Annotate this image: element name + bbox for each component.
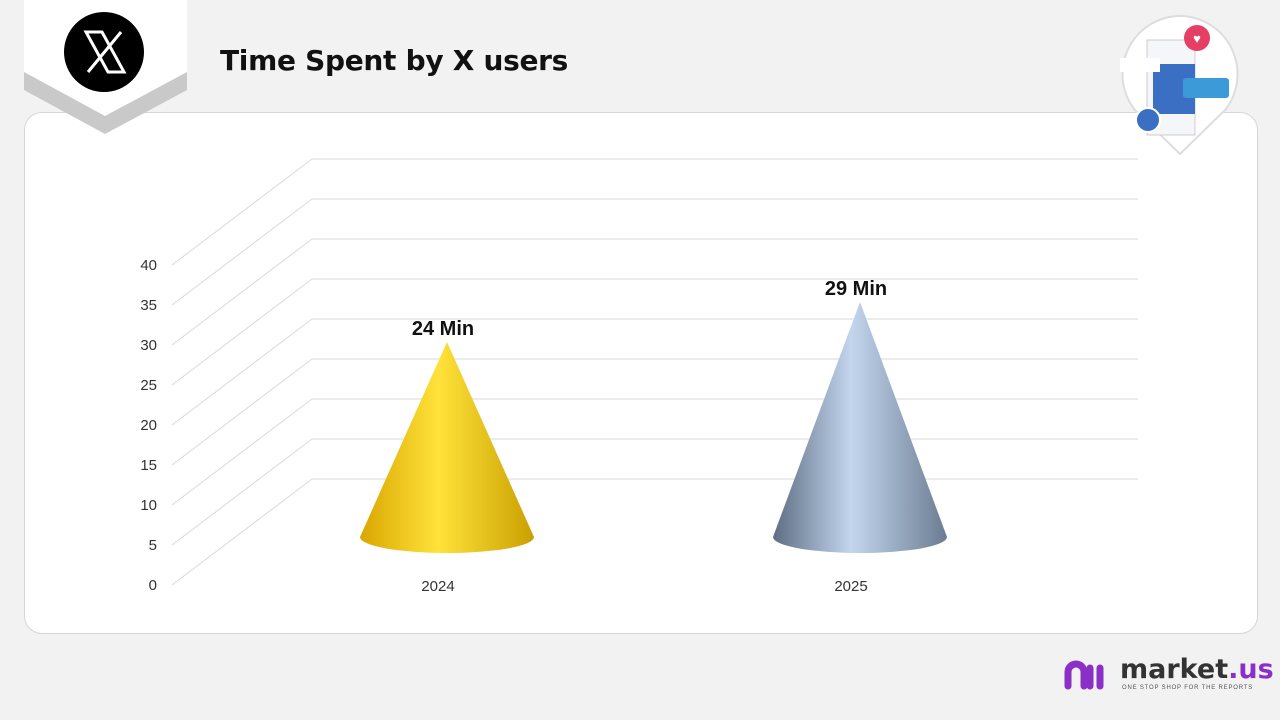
cone-2024	[360, 342, 534, 553]
x-logo-badge	[24, 0, 187, 134]
x-tick-label: 2024	[421, 578, 454, 595]
gridline-diagonal	[171, 438, 313, 546]
gridline-diagonal	[171, 238, 313, 346]
gridline-diagonal	[171, 358, 313, 466]
gridline-diagonal	[171, 198, 313, 306]
y-tick-label: 40	[140, 257, 157, 274]
cone-2025	[773, 302, 947, 553]
y-tick-label: 20	[140, 417, 157, 434]
social-media-pin-icon: ♥	[1120, 14, 1239, 156]
gridline-diagonal	[171, 478, 313, 586]
gridline-diagonal	[171, 398, 313, 506]
y-tick-label: 15	[140, 457, 157, 474]
brand-name: market	[1120, 654, 1229, 685]
y-tick-label: 5	[149, 537, 157, 554]
data-label: 24 Min	[412, 318, 474, 340]
y-tick-label: 10	[140, 497, 157, 514]
gridline-diagonal	[171, 158, 313, 266]
market-us-logo-icon	[1064, 660, 1104, 690]
y-tick-label: 25	[140, 377, 157, 394]
y-tick-label: 0	[149, 577, 157, 594]
y-tick-label: 30	[140, 337, 157, 354]
gridline-diagonal	[171, 318, 313, 426]
gridline-diagonal	[171, 278, 313, 386]
market-us-logo: market.us ONE STOP SHOP FOR THE REPORTS	[1062, 654, 1274, 694]
svg-text:♥: ♥	[1193, 31, 1201, 46]
data-label: 29 Min	[825, 278, 887, 300]
y-tick-label: 35	[140, 297, 157, 314]
brand-suffix: .us	[1228, 654, 1274, 685]
x-tick-label: 2025	[834, 578, 867, 595]
brand-tagline: ONE STOP SHOP FOR THE REPORTS	[1122, 685, 1254, 691]
page-title: Time Spent by X users	[220, 44, 569, 77]
